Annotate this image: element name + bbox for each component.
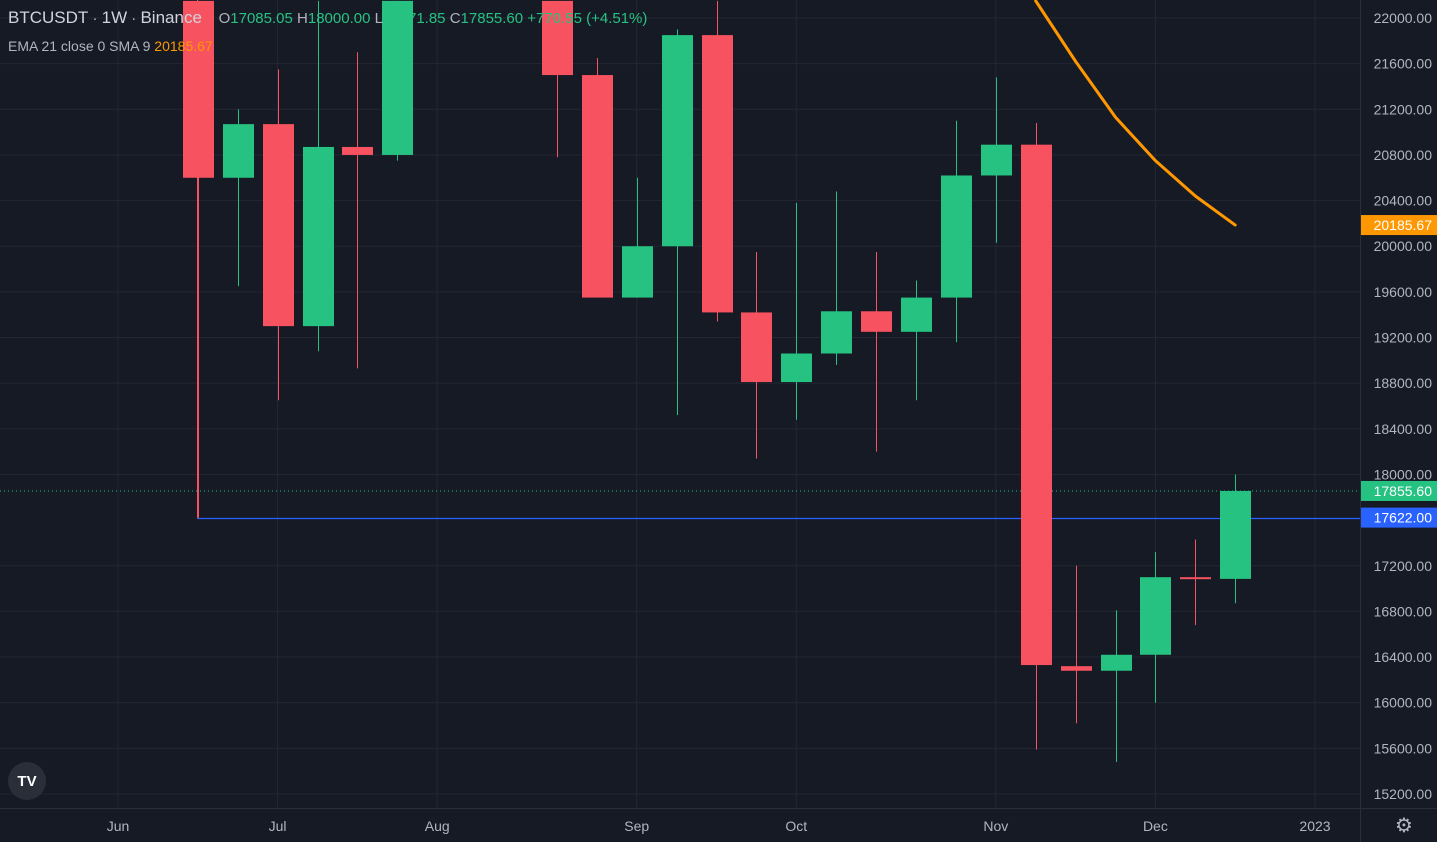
candle-body [342,146,373,155]
x-tick-label: Dec [1143,818,1168,834]
y-tick-label: 21200.00 [1374,101,1433,117]
x-tick-label: Oct [785,818,807,834]
low-value: 16871.85 [382,10,446,27]
candle-body [183,0,214,178]
ema-line [1034,0,1237,227]
candle-body [821,311,852,354]
y-tick-label: 18000.00 [1374,466,1433,482]
high-label: H [297,10,308,27]
candle-body [223,124,254,178]
candle-body [1021,144,1052,666]
y-tick-label: 15600.00 [1374,740,1433,756]
candle-body [1101,654,1132,671]
candle-body [781,353,812,383]
x-tick-label: Sep [624,818,649,834]
candle-body [542,0,573,76]
y-tick-label: 21600.00 [1374,56,1433,72]
candle-body [1140,577,1171,655]
y-tick-label: 22000.00 [1374,10,1433,26]
candle-body [582,75,613,298]
high-value: 18000.00 [307,10,371,27]
y-tick-label: 18400.00 [1374,421,1433,437]
y-tick-label: 15200.00 [1374,786,1433,802]
indicator-value: 20185.67 [154,38,213,54]
y-tick-label: 19200.00 [1374,330,1433,346]
close-label: C [449,10,461,27]
candle-body [622,246,653,298]
level-price-tag: 17622.00 [1374,510,1433,526]
y-tick-label: 20800.00 [1374,147,1433,163]
level-price-tag-bg [1361,507,1437,528]
ema-price-tag-bg [1361,215,1437,236]
indicator-legend[interactable]: EMA 21 close 0 SMA 9 20185.67 [8,38,213,54]
y-tick-label: 19600.00 [1374,284,1433,300]
indicator-name[interactable]: EMA 21 close 0 SMA 9 [8,38,151,54]
y-tick-label: 17200.00 [1374,558,1433,574]
x-tick-label: Jun [107,818,130,834]
ema-line-path [1034,0,1237,227]
candle-body [861,311,892,332]
y-tick-label: 16800.00 [1374,603,1433,619]
candle-body [941,175,972,298]
low-label: L [374,10,383,27]
y-tick-label: 20000.00 [1374,238,1433,254]
candle-body [981,144,1012,176]
candle-body [662,35,693,247]
symbol-legend[interactable]: BTCUSDT · 1W · Binance O17085.05 H18000.… [8,8,648,27]
open-value: 17085.05 [230,10,293,27]
candle-body [1061,666,1092,671]
candle-body [263,124,294,327]
last-price-tag-bg [1361,480,1437,501]
exchange: Binance [140,8,202,27]
candle-body [303,146,334,327]
ema-price-tag: 20185.67 [1374,217,1433,233]
gear-icon[interactable]: ⚙ [1395,815,1413,837]
x-tick-label: Aug [425,818,450,834]
open-label: O [218,10,231,27]
y-tick-label: 20400.00 [1374,193,1433,209]
candle-body [1180,577,1211,580]
interval[interactable]: 1W [101,8,128,27]
candle-body [702,35,733,313]
candle-body [1220,490,1251,579]
y-tick-label: 16000.00 [1374,695,1433,711]
symbol-name[interactable]: BTCUSDT [8,8,89,27]
x-tick-label: Jul [269,818,287,834]
x-tick-label: 2023 [1299,818,1330,834]
change-value: +770.55 (+4.51%) [527,10,648,27]
candles [183,0,1251,763]
y-tick-label: 18800.00 [1374,375,1433,391]
close-value: 17855.60 [460,10,524,27]
last-price-tag: 17855.60 [1374,483,1433,499]
candle-body [901,297,932,332]
x-tick-label: Nov [983,818,1008,834]
tradingview-logo-icon[interactable]: TV [8,762,46,800]
candle-body [741,312,772,383]
y-tick-label: 16400.00 [1374,649,1433,665]
candle-body [382,0,413,155]
